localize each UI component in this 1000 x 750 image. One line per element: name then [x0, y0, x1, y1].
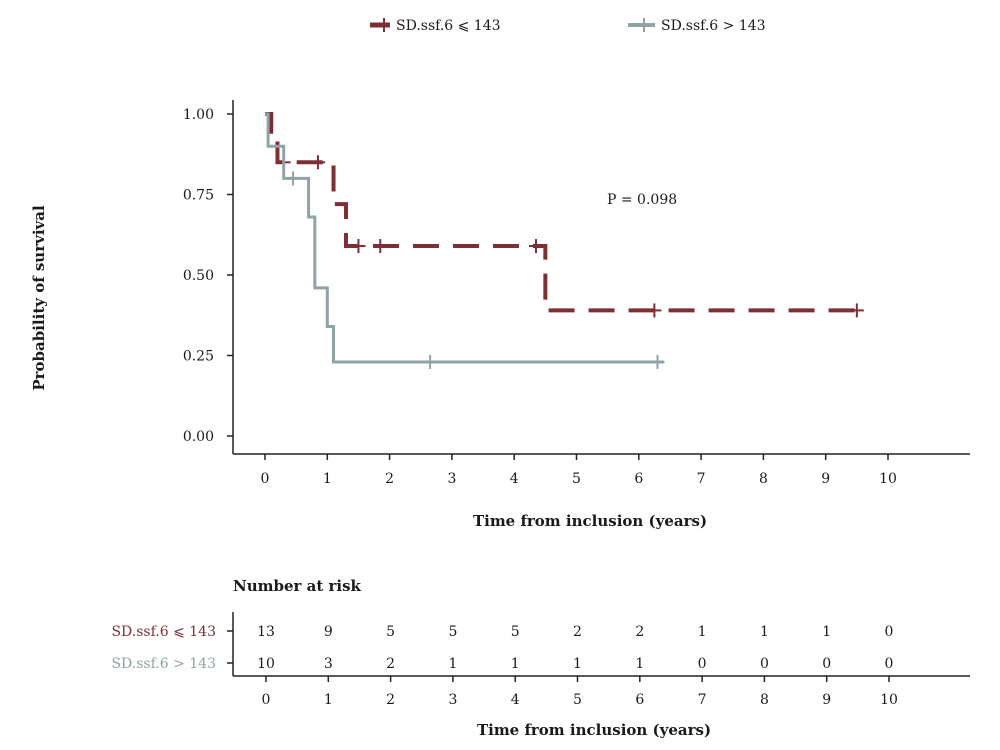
- risk-cell: 5: [386, 624, 395, 640]
- risk-cell: 1: [448, 656, 457, 672]
- risk-x-tick-label: 3: [448, 692, 457, 708]
- risk-cell: 0: [698, 656, 707, 672]
- risk-x-tick-label: 8: [760, 692, 769, 708]
- x-tick-label: 3: [447, 471, 456, 487]
- risk-cell: 3: [324, 656, 333, 672]
- risk-cell: 1: [698, 624, 707, 640]
- risk-cell: 5: [511, 624, 520, 640]
- x-tick-label: 0: [261, 471, 270, 487]
- x-tick-label: 2: [385, 471, 394, 487]
- risk-cell: 2: [573, 624, 582, 640]
- risk-x-tick-label: 7: [698, 692, 707, 708]
- risk-x-tick-label: 10: [880, 692, 898, 708]
- survival-curves: [265, 112, 864, 369]
- legend-label-low: SD.ssf.6 ⩽ 143: [396, 18, 501, 34]
- x-tick-label: 9: [821, 471, 830, 487]
- risk-cell: 0: [885, 656, 894, 672]
- risk-row-label: SD.ssf.6 ⩽ 143: [111, 624, 216, 640]
- x-tick-label: 4: [510, 471, 519, 487]
- x-ticks: 0 1 2 3 4 5 6 7 8 9 10: [261, 454, 897, 487]
- x-tick-label: 7: [697, 471, 706, 487]
- series-line-0: [265, 112, 857, 313]
- legend-entry-high: SD.ssf.6 > 143: [628, 18, 766, 34]
- risk-x-tick-label: 5: [573, 692, 582, 708]
- p-value-annotation: P = 0.098: [607, 192, 677, 208]
- risk-cell: 13: [257, 624, 275, 640]
- risk-cell: 0: [760, 656, 769, 672]
- risk-table-title: Number at risk: [233, 577, 362, 595]
- x-tick-label: 5: [572, 471, 581, 487]
- risk-x-tick-label: 6: [635, 692, 644, 708]
- legend: SD.ssf.6 ⩽ 143 SD.ssf.6 > 143: [370, 18, 766, 34]
- risk-row-label: SD.ssf.6 > 143: [111, 656, 216, 672]
- risk-x-tick-label: 1: [324, 692, 333, 708]
- y-axis-title: Probability of survival: [30, 205, 48, 391]
- risk-cell: 1: [760, 624, 769, 640]
- risk-cell: 2: [635, 624, 644, 640]
- series-line-1: [265, 112, 664, 364]
- risk-cell: 0: [885, 624, 894, 640]
- risk-cell: 1: [822, 624, 831, 640]
- risk-cell: 5: [448, 624, 457, 640]
- x-axis-title: Time from inclusion (years): [473, 512, 707, 530]
- x-tick-label: 10: [879, 471, 897, 487]
- risk-x-tick-label: 4: [511, 692, 520, 708]
- plot-axes: [232, 100, 970, 455]
- risk-cell: 10: [257, 656, 275, 672]
- risk-x-tick-label: 9: [822, 692, 831, 708]
- y-tick-label: 1.00: [183, 107, 214, 123]
- y-tick-label: 0.75: [183, 188, 214, 204]
- risk-cell: 1: [511, 656, 520, 672]
- risk-x-tick-label: 0: [262, 692, 271, 708]
- legend-label-high: SD.ssf.6 > 143: [661, 18, 766, 34]
- y-tick-label: 0.25: [183, 349, 214, 365]
- risk-table: SD.ssf.6 ⩽ 143 13 9 5 5 5 2 2 1 1 1 0SD.ssf.6 > 143…: [111, 612, 970, 677]
- y-tick-label: 0.50: [183, 268, 214, 284]
- y-ticks: 0.00 0.25 0.50 0.75 1.00: [183, 107, 233, 445]
- risk-x-ticks: 0 1 2 3 4 5 6 7 8 9 10: [262, 676, 898, 708]
- x-tick-label: 8: [759, 471, 768, 487]
- y-tick-label: 0.00: [183, 429, 214, 445]
- risk-cell: 0: [822, 656, 831, 672]
- legend-entry-low: SD.ssf.6 ⩽ 143: [370, 18, 501, 34]
- risk-cell: 9: [324, 624, 333, 640]
- risk-cell: 1: [573, 656, 582, 672]
- x-tick-label: 6: [634, 471, 643, 487]
- risk-cell: 1: [635, 656, 644, 672]
- risk-cell: 2: [386, 656, 395, 672]
- x-tick-label: 1: [323, 471, 332, 487]
- risk-x-tick-label: 2: [386, 692, 395, 708]
- risk-x-axis-title: Time from inclusion (years): [477, 721, 711, 739]
